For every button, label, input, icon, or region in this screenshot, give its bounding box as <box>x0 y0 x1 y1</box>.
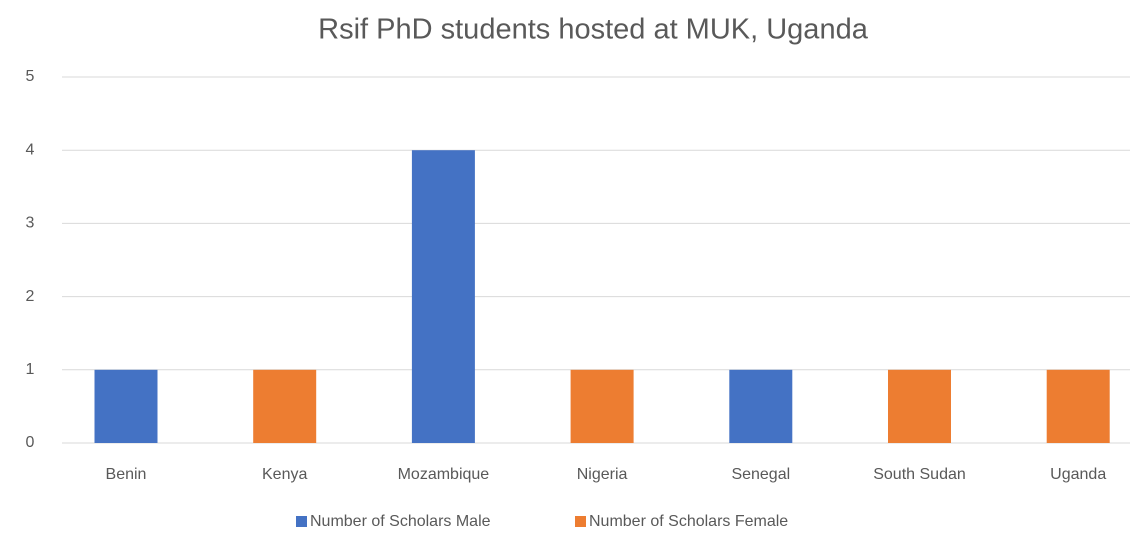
y-tick-label: 4 <box>26 141 35 158</box>
x-tick-label: Uganda <box>1050 466 1106 483</box>
chart-title: Rsif PhD students hosted at MUK, Uganda <box>318 14 869 46</box>
x-tick-label: Mozambique <box>398 466 490 483</box>
bar <box>1046 369 1110 443</box>
y-tick-label: 1 <box>26 361 35 378</box>
bar <box>253 369 317 443</box>
legend-swatch <box>296 516 307 527</box>
bar <box>729 369 793 443</box>
x-tick-label: Senegal <box>731 466 790 483</box>
y-tick-label: 5 <box>26 68 35 85</box>
bar <box>411 150 475 443</box>
legend-label: Number of Scholars Female <box>589 513 788 530</box>
bar <box>570 369 634 443</box>
x-tick-label: Kenya <box>262 466 307 483</box>
x-tick-label: South Sudan <box>873 466 966 483</box>
x-tick-label: Benin <box>106 466 147 483</box>
bar <box>888 369 951 443</box>
bar <box>94 369 158 443</box>
legend-label: Number of Scholars Male <box>310 513 491 530</box>
legend-swatch <box>575 516 586 527</box>
y-tick-label: 3 <box>26 215 35 232</box>
y-tick-label: 2 <box>26 288 35 305</box>
y-tick-label: 0 <box>26 434 35 451</box>
x-tick-label: Nigeria <box>577 466 628 483</box>
